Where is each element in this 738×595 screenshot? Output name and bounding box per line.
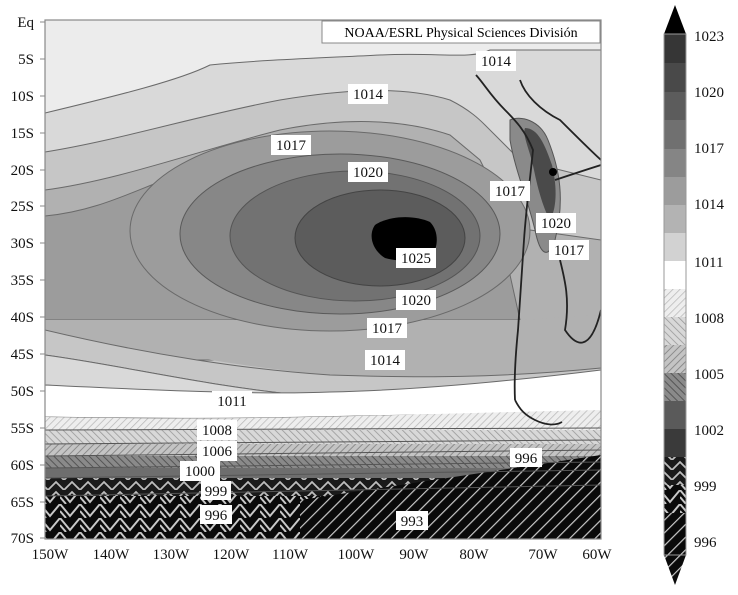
x-tick-label: 60W [582,547,612,563]
contour-label: 1017 [372,321,403,337]
contour-label: 1000 [185,464,215,480]
y-tick-label: 20S [11,163,34,179]
colorbar-label: 1017 [694,141,725,157]
y-tick-label: 5S [18,52,34,68]
colorbar-label: 1020 [694,85,724,101]
colorbar-label: 996 [694,535,717,551]
x-tick-label: 90W [399,547,429,563]
colorbar: 1023 1020 1017 1014 1011 1008 1005 1002 … [663,5,725,585]
contour-label: 1014 [370,353,401,369]
contour-label: 1020 [353,165,383,181]
y-tick-label: 30S [11,236,34,252]
contour-label: 1020 [541,216,571,232]
colorbar-label: 1014 [694,197,725,213]
x-tick-label: 140W [93,547,131,563]
colorbar-label: 1011 [694,255,723,271]
contour-label: 1014 [353,87,384,103]
x-tick-label: 80W [459,547,489,563]
contour-label: 1017 [276,138,307,154]
contour-labels: 1014 1014 1017 1020 1017 1020 1017 1025 … [180,51,589,530]
contour-label: 1014 [481,54,512,70]
credit-box: NOAA/ESRL Physical Sciences División [321,20,601,44]
colorbar-label: 1023 [694,29,724,45]
colorbar-labels: 1023 1020 1017 1014 1011 1008 1005 1002 … [694,29,725,551]
x-tick-label: 100W [338,547,376,563]
contour-label: 996 [205,508,228,524]
y-tick-label: Eq [17,15,34,31]
y-tick-label: 70S [11,531,34,547]
colorbar-label: 999 [694,479,717,495]
contour-label: 1006 [202,444,233,460]
contour-label: 1017 [495,184,526,200]
y-tick-label: 65S [11,495,34,511]
y-axis [40,21,45,539]
contour-label: 1025 [401,251,431,267]
x-tick-label: 120W [213,547,251,563]
contour-label: 996 [515,451,538,467]
y-tick-label: 35S [11,273,34,289]
contour-fill-area [45,20,601,539]
colorbar-label: 1005 [694,367,724,383]
contour-label: 1008 [202,423,232,439]
y-tick-label: 40S [11,310,34,326]
y-tick-label: 10S [11,89,34,105]
y-tick-label: 15S [11,126,34,142]
y-tick-label: 50S [11,384,34,400]
contour-label: 1011 [217,394,246,410]
colorbar-label: 1002 [694,423,724,439]
credit-text: NOAA/ESRL Physical Sciences División [344,26,577,41]
x-tick-labels: 150W 140W 130W 120W 110W 100W 90W 80W 70… [32,547,613,563]
y-tick-label: 60S [11,458,34,474]
y-tick-labels: Eq 5S 10S 15S 20S 25S 30S 35S 40S 45S 50… [11,15,35,547]
contour-label: 993 [401,514,424,530]
y-tick-label: 45S [11,347,34,363]
x-tick-label: 70W [528,547,558,563]
x-tick-label: 130W [153,547,191,563]
colorbar-label: 1008 [694,311,724,327]
contour-label: 1020 [401,293,431,309]
contour-label: 1017 [554,243,585,259]
y-tick-label: 25S [11,199,34,215]
x-tick-label: 110W [272,547,309,563]
x-tick-label: 150W [32,547,70,563]
y-tick-label: 55S [11,421,34,437]
contour-label: 999 [205,484,228,500]
